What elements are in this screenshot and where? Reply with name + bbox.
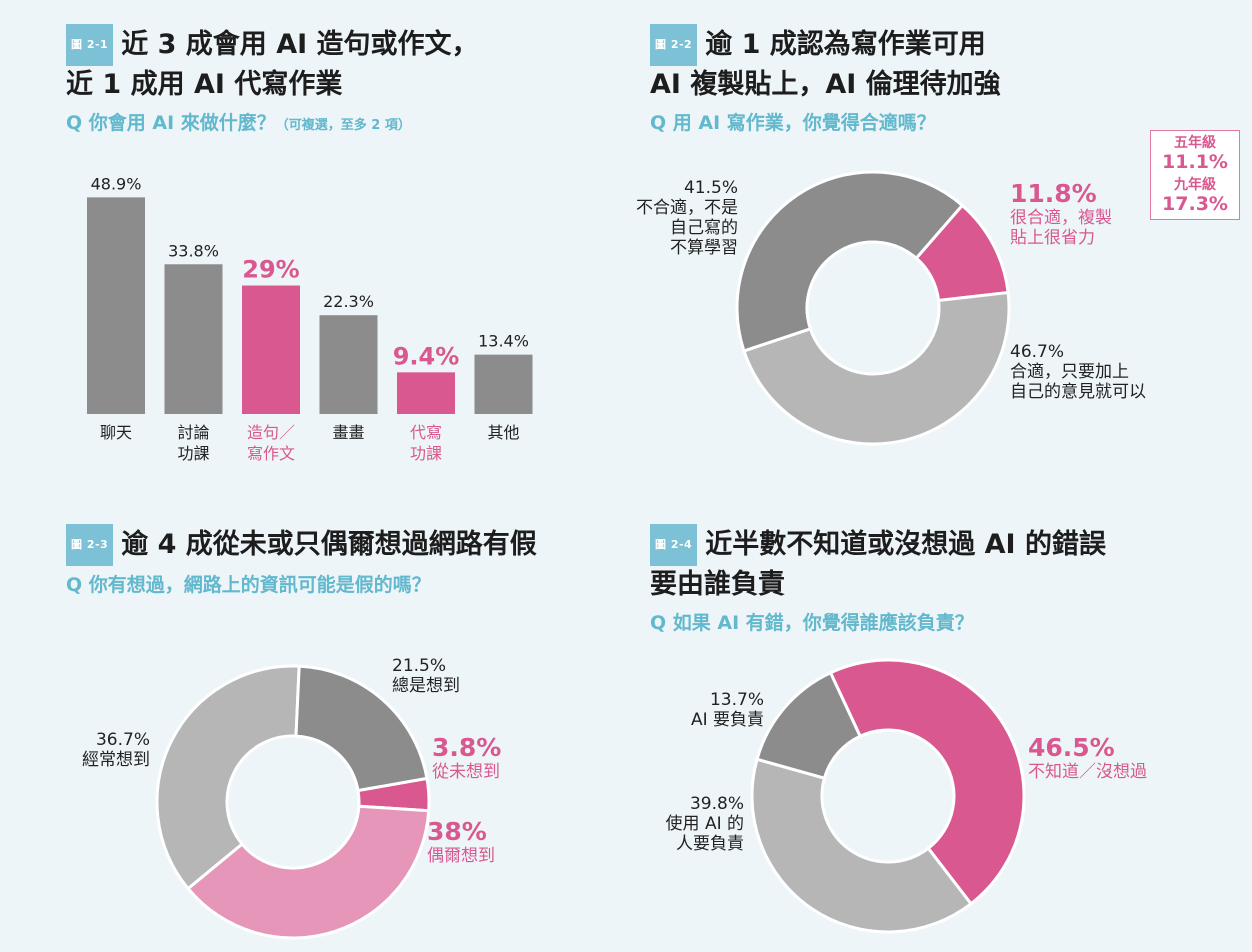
bar-value-label: 48.9%: [91, 174, 142, 193]
donut-slice-2: [755, 670, 863, 781]
bar-4: [397, 372, 455, 414]
question: Q 你有想過，網路上的資訊可能是假的嗎？: [66, 574, 431, 596]
donut-slice-2: [735, 170, 965, 353]
category-label: 討論: [177, 423, 209, 442]
grade-callout: 五年級 11.1% 九年級 17.3%: [1150, 130, 1240, 220]
bar-value-label: 29%: [242, 256, 299, 284]
slice-label-ai-responsible: 13.7% AI 要負責: [690, 690, 764, 730]
panel-2-1-header: 圖 2-1 近 3 成會用 AI 造句或作文， 近 1 成用 AI 代寫作業 Q …: [66, 24, 479, 135]
bar-0: [87, 197, 145, 414]
bar-value-label: 22.3%: [323, 292, 374, 311]
slice-label-suitable: 46.7% 合適，只要加上 自己的意見就可以: [1010, 342, 1146, 402]
figure-tag: 圖 2-2: [650, 24, 698, 66]
bar-5: [474, 354, 533, 414]
slice-label-always: 21.5% 總是想到: [392, 656, 460, 696]
chart-title: 圖 2-1 近 3 成會用 AI 造句或作文，: [66, 24, 479, 66]
slice-label-dont-know: 46.5% 不知道／沒想過: [1028, 733, 1147, 783]
bar-2: [242, 285, 300, 414]
donut-chart-2-2: [735, 170, 1011, 446]
slice-label-occasionally: 38% 偶爾想到: [427, 817, 495, 867]
panel-2-4-header: 圖 2-4 近半數不知道或沒想過 AI 的錯誤 要由誰負責 Q 如果 AI 有錯，…: [650, 524, 1106, 635]
category-label: 寫作文: [247, 444, 295, 463]
chart-title: 圖 2-4 近半數不知道或沒想過 AI 的錯誤: [650, 524, 1106, 566]
donut-chart-2-4: [750, 658, 1026, 934]
donut-slice-2: [155, 664, 301, 891]
bar-3: [319, 315, 378, 414]
donut-slice-3: [294, 664, 429, 793]
question: Q 用 AI 寫作業，你覺得合適嗎？: [650, 112, 936, 134]
figure-tag: 圖 2-1: [66, 24, 114, 66]
chart-title: 圖 2-3 逾 4 成從未或只偶爾想過網路有假: [66, 524, 537, 566]
donut-slice-0: [828, 658, 1026, 906]
slice-label-user-responsible: 39.8% 使用 AI 的 人要負責: [665, 794, 744, 854]
category-label: 畫畫: [332, 423, 364, 442]
bar-value-label: 9.4%: [393, 342, 460, 370]
panel-2-3-header: 圖 2-3 逾 4 成從未或只偶爾想過網路有假 Q 你有想過，網路上的資訊可能是假…: [66, 524, 537, 597]
panel-2-2-header: 圖 2-2 逾 1 成認為寫作業可用 AI 複製貼上，AI 倫理待加強 Q 用 A…: [650, 24, 1001, 135]
bar-value-label: 13.4%: [478, 332, 529, 351]
question: Q 你會用 AI 來做什麼？（可複選，至多 2 項）: [66, 112, 411, 134]
chart-title-line2: 近 1 成用 AI 代寫作業: [66, 69, 343, 100]
category-label: 造句／: [247, 423, 295, 442]
category-label: 其他: [487, 423, 519, 442]
question: Q 如果 AI 有錯，你覺得誰應該負責？: [650, 612, 974, 634]
donut-slice-1: [750, 757, 974, 934]
category-label: 功課: [410, 444, 442, 463]
chart-title-line2: 要由誰負責: [650, 569, 785, 600]
chart-title-line2: AI 複製貼上，AI 倫理待加強: [650, 69, 1001, 100]
slice-label-not-suitable: 41.5% 不合適，不是 自己寫的 不算學習: [636, 178, 738, 258]
category-label: 聊天: [100, 423, 132, 442]
donut-chart-2-3: [155, 664, 431, 940]
category-label: 功課: [177, 444, 209, 463]
figure-tag: 圖 2-3: [66, 524, 114, 566]
bar-value-label: 33.8%: [168, 241, 219, 260]
category-label: 代寫: [410, 423, 442, 442]
donut-slice-1: [185, 804, 431, 940]
slice-label-never: 3.8% 從未想到: [432, 733, 502, 783]
slice-label-very-suitable: 11.8% 很合適，複製 貼上很省力: [1010, 179, 1112, 249]
figure-tag: 圖 2-4: [650, 524, 698, 566]
slice-label-often: 36.7% 經常想到: [82, 730, 150, 770]
chart-title: 圖 2-2 逾 1 成認為寫作業可用: [650, 24, 1001, 66]
bar-1: [164, 264, 223, 414]
